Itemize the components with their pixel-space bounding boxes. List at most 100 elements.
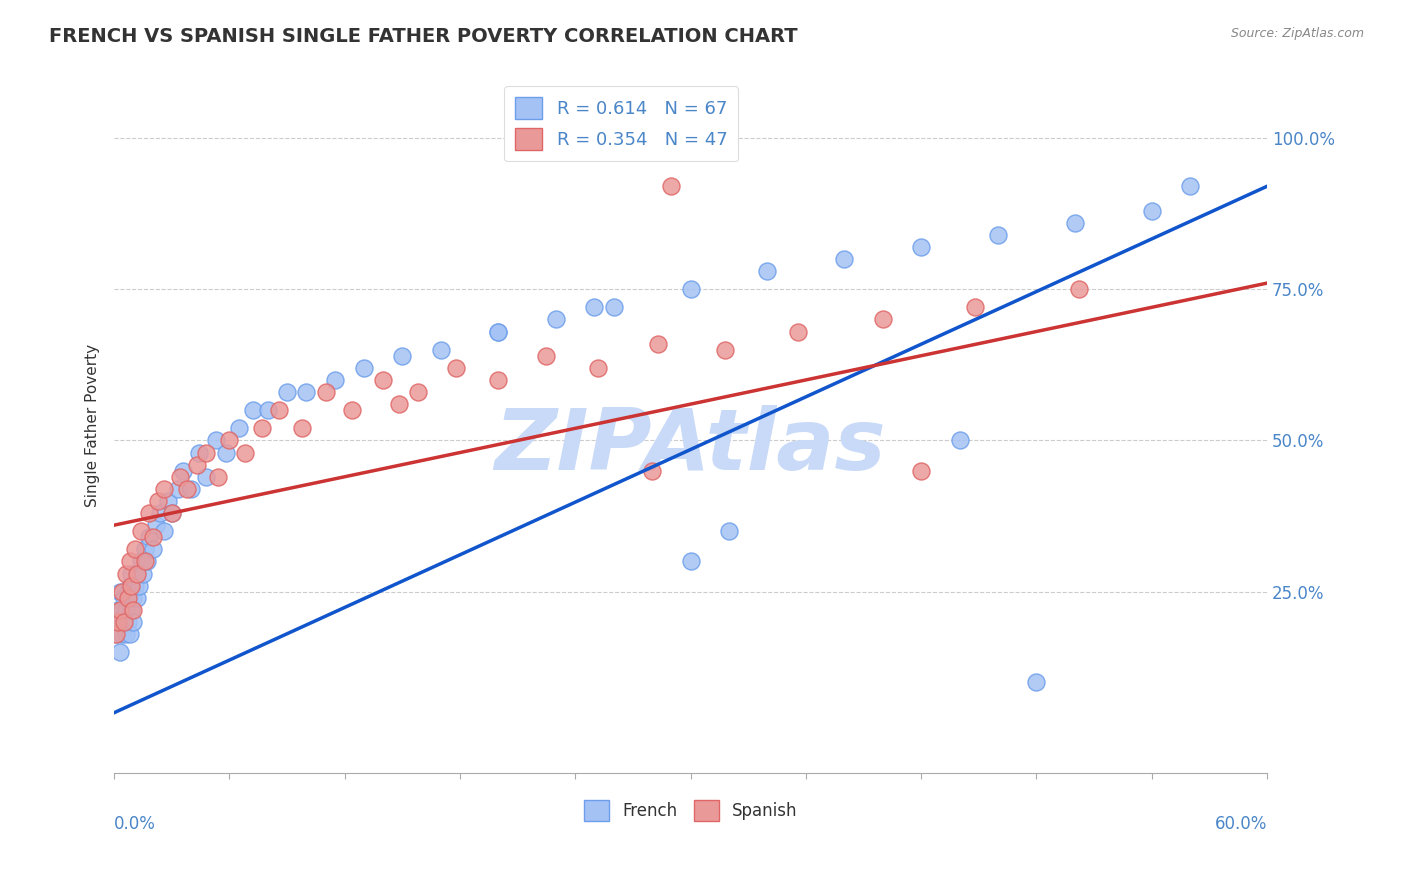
Point xyxy=(127,566,149,581)
Point xyxy=(160,506,183,520)
Point xyxy=(387,397,409,411)
Point xyxy=(107,603,129,617)
Point xyxy=(910,240,932,254)
Point xyxy=(544,312,567,326)
Point xyxy=(486,325,509,339)
Point xyxy=(108,645,131,659)
Point xyxy=(134,542,156,557)
Point xyxy=(647,336,669,351)
Point xyxy=(145,518,167,533)
Point xyxy=(536,349,558,363)
Point xyxy=(787,325,810,339)
Point xyxy=(108,584,131,599)
Point xyxy=(148,494,170,508)
Point xyxy=(832,252,855,266)
Point xyxy=(117,615,139,629)
Point xyxy=(105,627,128,641)
Point xyxy=(108,603,131,617)
Point xyxy=(717,524,740,539)
Point xyxy=(295,385,318,400)
Point xyxy=(117,591,139,605)
Point xyxy=(134,554,156,568)
Point xyxy=(153,482,176,496)
Point xyxy=(195,469,218,483)
Point xyxy=(641,464,664,478)
Point xyxy=(127,591,149,605)
Point xyxy=(242,403,264,417)
Point xyxy=(121,566,143,581)
Point xyxy=(124,579,146,593)
Point xyxy=(1140,203,1163,218)
Point xyxy=(149,506,172,520)
Point xyxy=(291,421,314,435)
Point xyxy=(602,301,624,315)
Point xyxy=(186,458,208,472)
Point xyxy=(127,566,149,581)
Point xyxy=(583,301,606,315)
Point xyxy=(430,343,453,357)
Point xyxy=(129,554,152,568)
Text: ZIPAtlas: ZIPAtlas xyxy=(495,405,886,488)
Point xyxy=(129,524,152,539)
Point xyxy=(180,482,202,496)
Point xyxy=(588,360,610,375)
Point xyxy=(112,591,135,605)
Point xyxy=(486,325,509,339)
Point xyxy=(353,360,375,375)
Point xyxy=(122,603,145,617)
Point xyxy=(160,506,183,520)
Point xyxy=(114,627,136,641)
Point xyxy=(121,579,143,593)
Point xyxy=(315,385,337,400)
Point xyxy=(121,603,143,617)
Point xyxy=(323,373,346,387)
Point xyxy=(679,554,702,568)
Point xyxy=(118,579,141,593)
Point xyxy=(1025,675,1047,690)
Point xyxy=(112,615,135,629)
Point xyxy=(156,494,179,508)
Point xyxy=(135,554,157,568)
Point xyxy=(659,179,682,194)
Point xyxy=(391,349,413,363)
Point xyxy=(205,434,228,448)
Point xyxy=(107,615,129,629)
Point xyxy=(195,445,218,459)
Point xyxy=(117,584,139,599)
Point xyxy=(124,542,146,557)
Point xyxy=(233,445,256,459)
Point xyxy=(114,603,136,617)
Point xyxy=(187,445,209,459)
Point xyxy=(172,464,194,478)
Point xyxy=(122,591,145,605)
Point xyxy=(166,482,188,496)
Point xyxy=(122,615,145,629)
Point xyxy=(257,403,280,417)
Point xyxy=(1063,216,1085,230)
Point xyxy=(948,434,970,448)
Point xyxy=(679,282,702,296)
Point xyxy=(132,566,155,581)
Point xyxy=(153,524,176,539)
Point xyxy=(128,579,150,593)
Point xyxy=(142,530,165,544)
Point xyxy=(118,554,141,568)
Point xyxy=(138,506,160,520)
Text: 0.0%: 0.0% xyxy=(114,815,156,833)
Point xyxy=(406,385,429,400)
Point xyxy=(486,373,509,387)
Point xyxy=(342,403,364,417)
Point xyxy=(910,464,932,478)
Text: FRENCH VS SPANISH SINGLE FATHER POVERTY CORRELATION CHART: FRENCH VS SPANISH SINGLE FATHER POVERTY … xyxy=(49,27,797,45)
Point xyxy=(373,373,395,387)
Point xyxy=(112,615,135,629)
Text: Source: ZipAtlas.com: Source: ZipAtlas.com xyxy=(1230,27,1364,40)
Point xyxy=(138,530,160,544)
Point xyxy=(111,584,134,599)
Point xyxy=(756,264,779,278)
Point xyxy=(269,403,291,417)
Point xyxy=(107,615,129,629)
Point xyxy=(176,482,198,496)
Point xyxy=(963,301,986,315)
Point xyxy=(111,627,134,641)
